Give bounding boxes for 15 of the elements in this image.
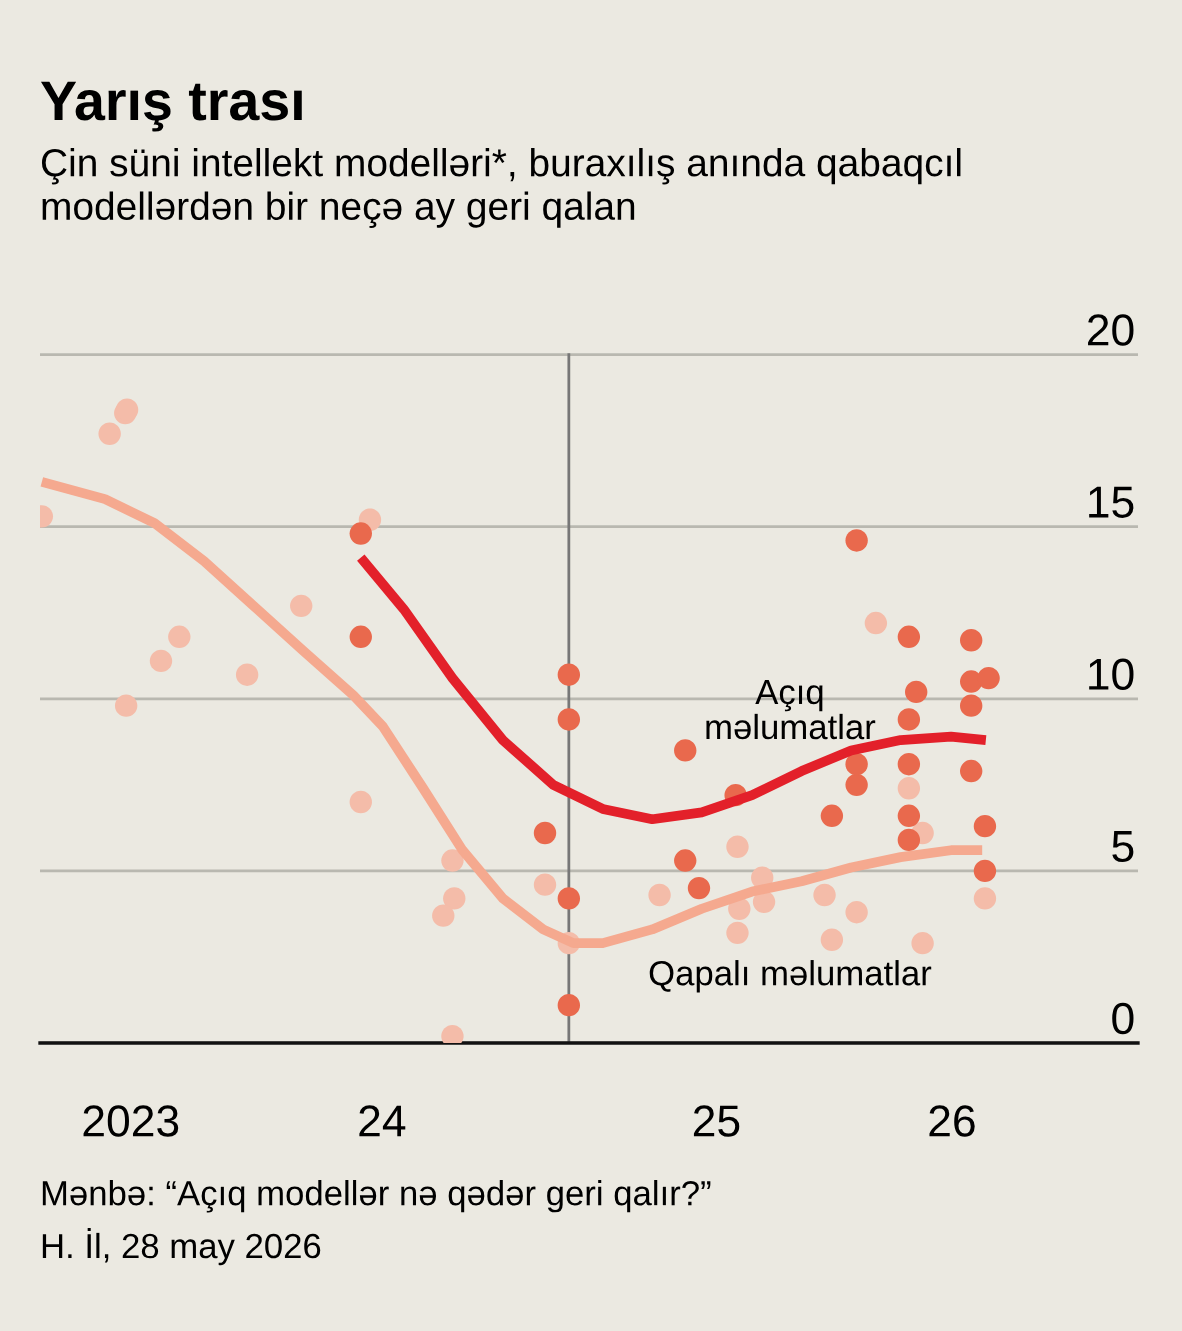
y-tick-label: 10	[1089, 658, 1134, 690]
series-label: Qapalı məlumatlar	[649, 960, 932, 993]
y-tick-label: 0	[1112, 1002, 1134, 1035]
text: Çin süni intellekt modelləri*, buraxılış anında qabaqcıl modellərdən bir neçə ay geri qalan	[41, 148, 961, 228]
x-tick-label: 2023	[83, 1105, 179, 1137]
x-tick-label: 26	[929, 1105, 975, 1137]
y-tick-label: 15	[1089, 486, 1134, 518]
x-tick-label: 25	[693, 1105, 740, 1137]
y-tick-label: 5	[1112, 831, 1134, 863]
x-tick-label: 24	[359, 1105, 406, 1137]
text: Mənbə: “Açıq modellər nə qədər geri qalır?”	[42, 1180, 711, 1213]
text: H. İl, 28 may 2026	[42, 1228, 321, 1266]
y-tick-label: 20	[1088, 314, 1134, 346]
series-label: Açıq məlumatlar	[706, 680, 876, 740]
text: Yarış trası	[40, 81, 302, 132]
